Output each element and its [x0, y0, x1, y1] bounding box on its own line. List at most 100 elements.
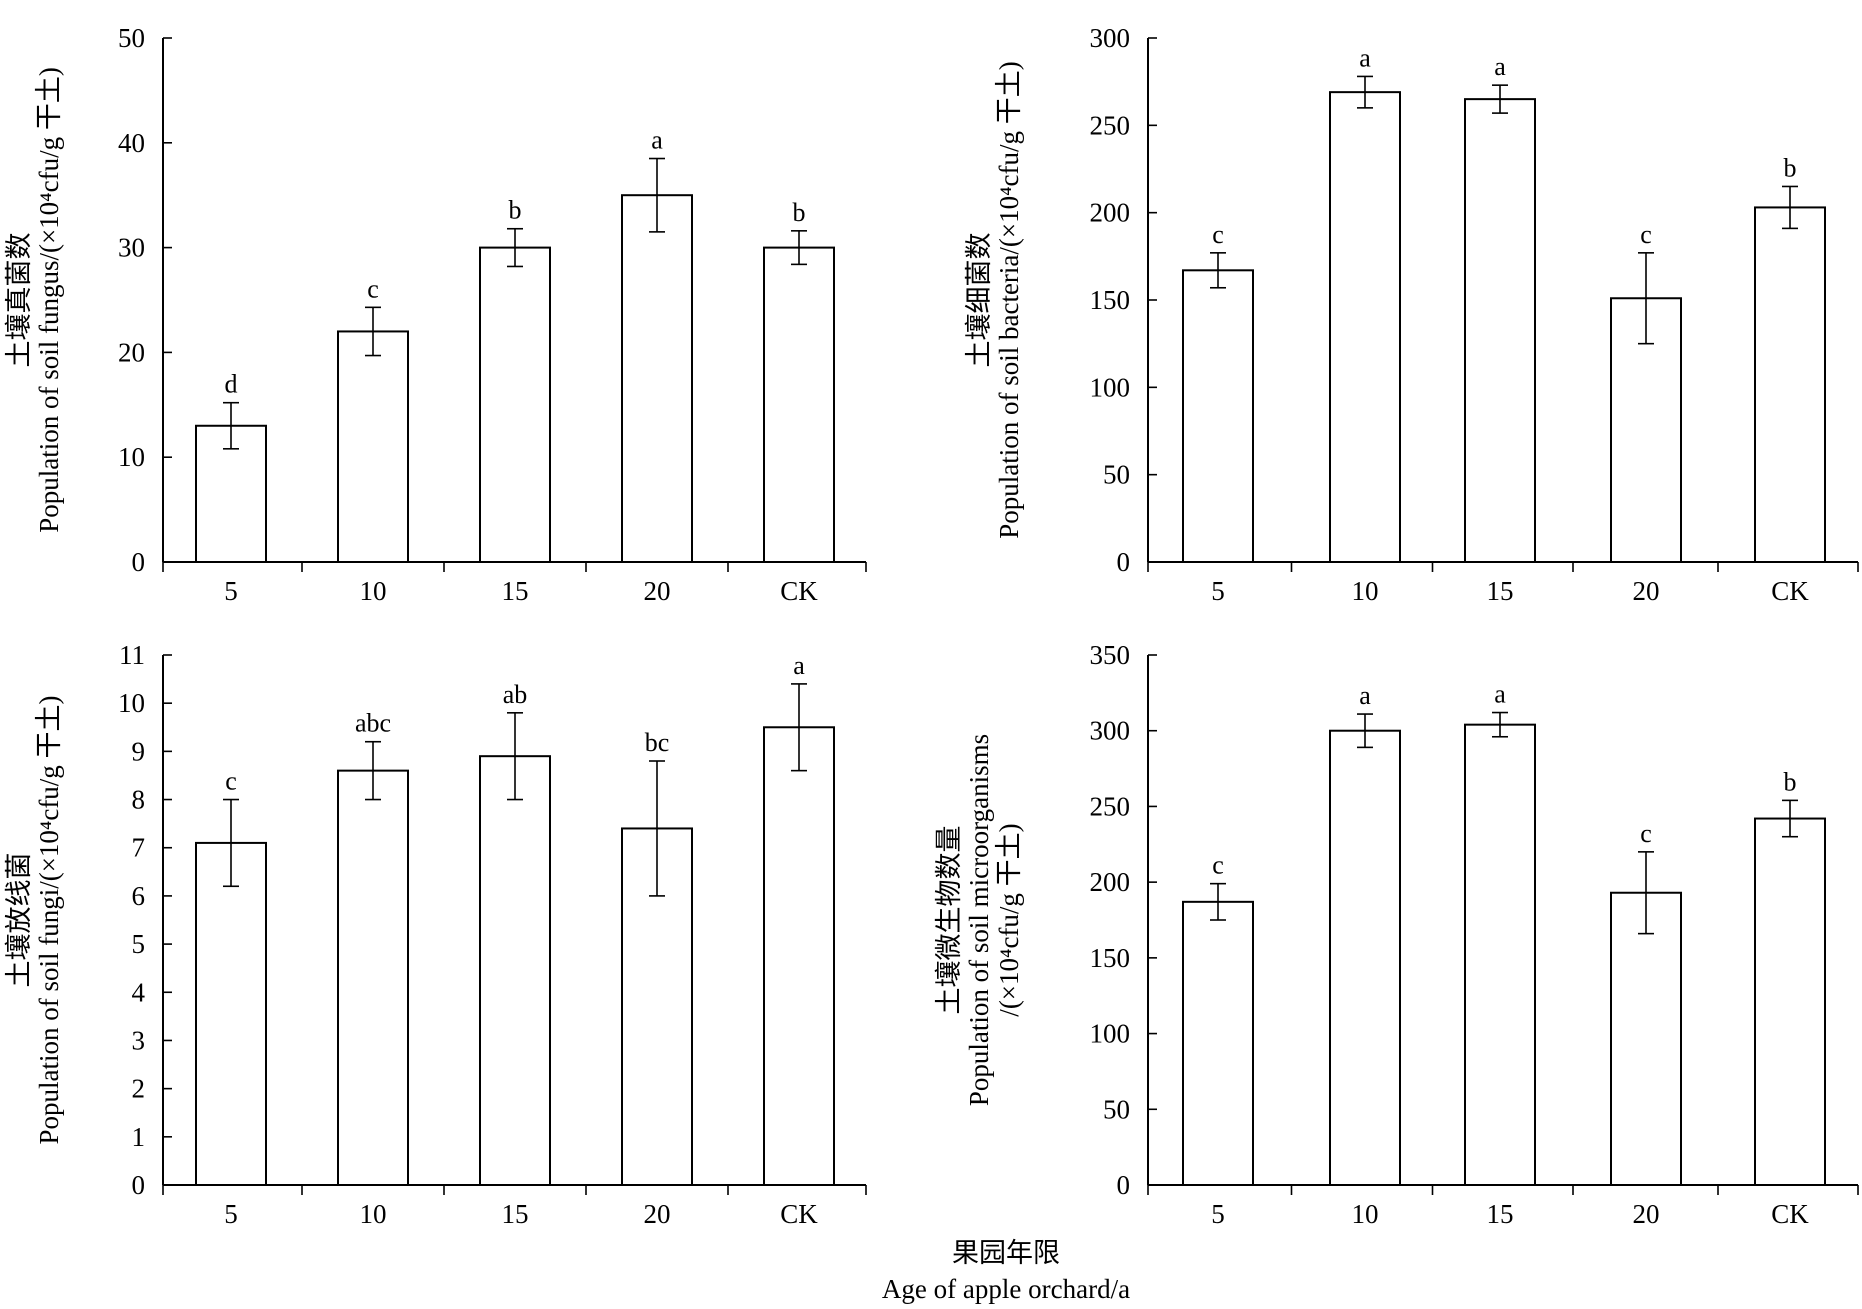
significance-label: a	[1359, 681, 1371, 710]
significance-label: ab	[503, 680, 528, 709]
y-tick-label: 4	[132, 977, 146, 1007]
x-tick-label: CK	[780, 576, 818, 606]
y-tick-label: 350	[1090, 640, 1131, 670]
y-tick-label: 100	[1090, 372, 1131, 402]
significance-label: a	[651, 126, 663, 155]
x-tick-label: 15	[502, 576, 529, 606]
y-tick-label: 10	[118, 442, 145, 472]
bar-10	[1329, 91, 1401, 563]
y-tick-label: 40	[118, 128, 145, 158]
bar-15	[479, 755, 551, 1186]
y-tick-label: 9	[132, 736, 146, 766]
x-tick-label: 10	[360, 576, 387, 606]
bar-20	[621, 194, 693, 563]
bar-10	[337, 769, 409, 1186]
significance-label: bc	[645, 728, 670, 757]
y-axis-label: Population of soil bacteria/(×10⁴cfu/g 干…	[994, 61, 1024, 539]
x-tick-label: CK	[1771, 576, 1809, 606]
x-tick-label: 20	[644, 1199, 671, 1229]
significance-label: b	[793, 198, 806, 227]
bar-CK	[763, 246, 835, 563]
x-tick-label: 10	[1352, 576, 1379, 606]
bar-5	[1182, 269, 1254, 563]
significance-label: c	[1640, 220, 1652, 249]
x-tick-label: 10	[360, 1199, 387, 1229]
y-axis-label: /(×10⁴cfu/g 干土)	[994, 823, 1024, 1016]
bar-15	[1464, 98, 1536, 563]
y-tick-label: 300	[1090, 716, 1131, 746]
chart-panel-3: 0 1 2 3 4 5 6 7 8 9 10 11 c 5 abc 10 ab 15 bc 20 a CK 土壤放线菌 Pop…	[4, 640, 867, 1229]
y-tick-label: 30	[118, 233, 145, 263]
x-tick-label: 10	[1352, 1199, 1379, 1229]
bar-CK	[1754, 817, 1826, 1186]
y-tick-label: 5	[132, 929, 146, 959]
x-tick-label: 20	[1633, 576, 1660, 606]
y-axis-label: 土壤细菌数	[964, 233, 994, 368]
bar-15	[1464, 723, 1536, 1187]
y-tick-label: 8	[132, 785, 146, 815]
y-tick-label: 50	[118, 23, 145, 53]
significance-label: c	[1212, 851, 1224, 880]
y-tick-label: 1	[132, 1122, 146, 1152]
y-tick-label: 0	[1117, 547, 1131, 577]
y-tick-label: 100	[1090, 1019, 1131, 1049]
chart-panel-1: 0 10 20 30 40 50 d 5 c 10 b 15 a 20 b CK 土壤真菌数 Population…	[4, 23, 867, 606]
x-tick-label: 5	[1211, 1199, 1225, 1229]
xlabel-zh: 果园年限	[952, 1238, 1060, 1268]
x-tick-label: 15	[1487, 576, 1514, 606]
x-tick-label: 15	[1487, 1199, 1514, 1229]
y-axis-label: 土壤放线菌	[4, 853, 34, 988]
significance-label: b	[1784, 767, 1797, 796]
y-tick-label: 250	[1090, 791, 1131, 821]
chart-panel-2: 0 50 100 150 200 250 300 c 5 a 10 a 15 c 20 b CK 土壤细菌数 Pop…	[964, 23, 1859, 606]
x-tick-label: 5	[224, 576, 238, 606]
significance-label: c	[1640, 819, 1652, 848]
bar-CK	[1754, 206, 1826, 563]
significance-label: a	[1494, 52, 1506, 81]
significance-label: a	[1359, 43, 1371, 72]
significance-label: b	[1784, 153, 1797, 182]
y-axis-label: 土壤真菌数	[4, 233, 34, 368]
significance-label: d	[225, 370, 238, 399]
bar-15	[479, 246, 551, 563]
significance-label: abc	[355, 709, 391, 738]
significance-label: b	[509, 196, 522, 225]
y-axis-label: Population of soil microorganisms	[964, 734, 994, 1106]
y-tick-label: 11	[119, 640, 145, 670]
y-axis-label: Population of soil fungus/(×10⁴cfu/g 干土)	[34, 67, 64, 533]
x-tick-label: 15	[502, 1199, 529, 1229]
bar-10	[337, 330, 409, 563]
significance-label: c	[225, 767, 237, 796]
y-tick-label: 150	[1090, 285, 1131, 315]
x-tick-label: CK	[780, 1199, 818, 1229]
y-tick-label: 300	[1090, 23, 1131, 53]
y-tick-label: 7	[132, 833, 146, 863]
bar-20	[1610, 891, 1682, 1186]
significance-label: a	[1494, 680, 1506, 709]
y-tick-label: 50	[1103, 1094, 1130, 1124]
y-tick-label: 250	[1090, 110, 1131, 140]
significance-label: a	[793, 651, 805, 680]
y-axis-label: Population of soil fungi/(×10⁴cfu/g 干土)	[34, 695, 64, 1144]
y-tick-label: 10	[118, 688, 145, 718]
y-tick-label: 20	[118, 337, 145, 367]
x-tick-label: 5	[1211, 576, 1225, 606]
y-tick-label: 0	[132, 1170, 146, 1200]
y-tick-label: 6	[132, 881, 146, 911]
chart-panel-4: 0 50 100 150 200 250 300 350 c 5 a 10 a 15 c 20 b CK 土壤微生物…	[934, 640, 1859, 1229]
xlabel-en: Age of apple orchard/a	[882, 1274, 1130, 1304]
y-tick-label: 0	[132, 547, 146, 577]
significance-label: c	[1212, 220, 1224, 249]
significance-label: c	[367, 274, 379, 303]
y-tick-label: 200	[1090, 198, 1131, 228]
x-tick-label: 20	[1633, 1199, 1660, 1229]
y-tick-label: 50	[1103, 460, 1130, 490]
y-tick-label: 2	[132, 1074, 146, 1104]
y-tick-label: 3	[132, 1025, 146, 1055]
y-tick-label: 200	[1090, 867, 1131, 897]
x-tick-label: 20	[644, 576, 671, 606]
x-tick-label: CK	[1771, 1199, 1809, 1229]
bar-5	[1182, 900, 1254, 1186]
y-tick-label: 150	[1090, 943, 1131, 973]
y-tick-label: 0	[1117, 1170, 1131, 1200]
